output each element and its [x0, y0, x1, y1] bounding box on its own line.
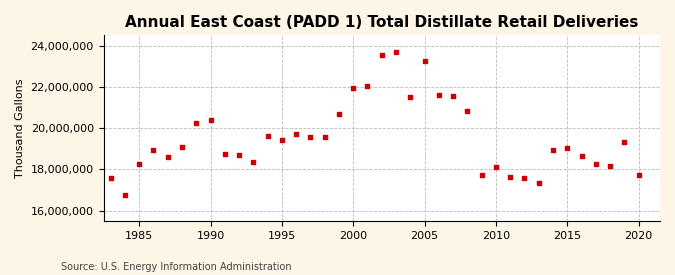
Point — [319, 135, 330, 140]
Point — [248, 160, 259, 164]
Point — [219, 152, 230, 156]
Point — [305, 135, 316, 140]
Point — [391, 50, 402, 54]
Point — [448, 94, 458, 98]
Point — [191, 121, 202, 125]
Title: Annual East Coast (PADD 1) Total Distillate Retail Deliveries: Annual East Coast (PADD 1) Total Distill… — [125, 15, 639, 30]
Point — [519, 175, 530, 180]
Point — [105, 175, 116, 180]
Point — [119, 193, 130, 197]
Point — [605, 164, 616, 169]
Point — [547, 148, 558, 152]
Point — [134, 162, 144, 166]
Point — [291, 132, 302, 137]
Point — [562, 145, 572, 150]
Point — [377, 53, 387, 57]
Point — [491, 165, 502, 170]
Point — [205, 118, 216, 122]
Point — [433, 93, 444, 97]
Point — [277, 137, 288, 142]
Point — [148, 148, 159, 152]
Point — [633, 172, 644, 177]
Point — [576, 154, 587, 158]
Point — [234, 153, 244, 157]
Text: Source: U.S. Energy Information Administration: Source: U.S. Energy Information Administ… — [61, 262, 292, 272]
Point — [533, 181, 544, 185]
Point — [462, 108, 472, 113]
Point — [177, 145, 188, 149]
Point — [362, 84, 373, 88]
Point — [405, 95, 416, 100]
Point — [162, 155, 173, 159]
Point — [477, 172, 487, 177]
Point — [419, 59, 430, 63]
Point — [591, 162, 601, 166]
Point — [348, 86, 358, 90]
Point — [262, 134, 273, 139]
Y-axis label: Thousand Gallons: Thousand Gallons — [15, 78, 25, 178]
Point — [619, 139, 630, 144]
Point — [333, 112, 344, 116]
Point — [505, 174, 516, 179]
